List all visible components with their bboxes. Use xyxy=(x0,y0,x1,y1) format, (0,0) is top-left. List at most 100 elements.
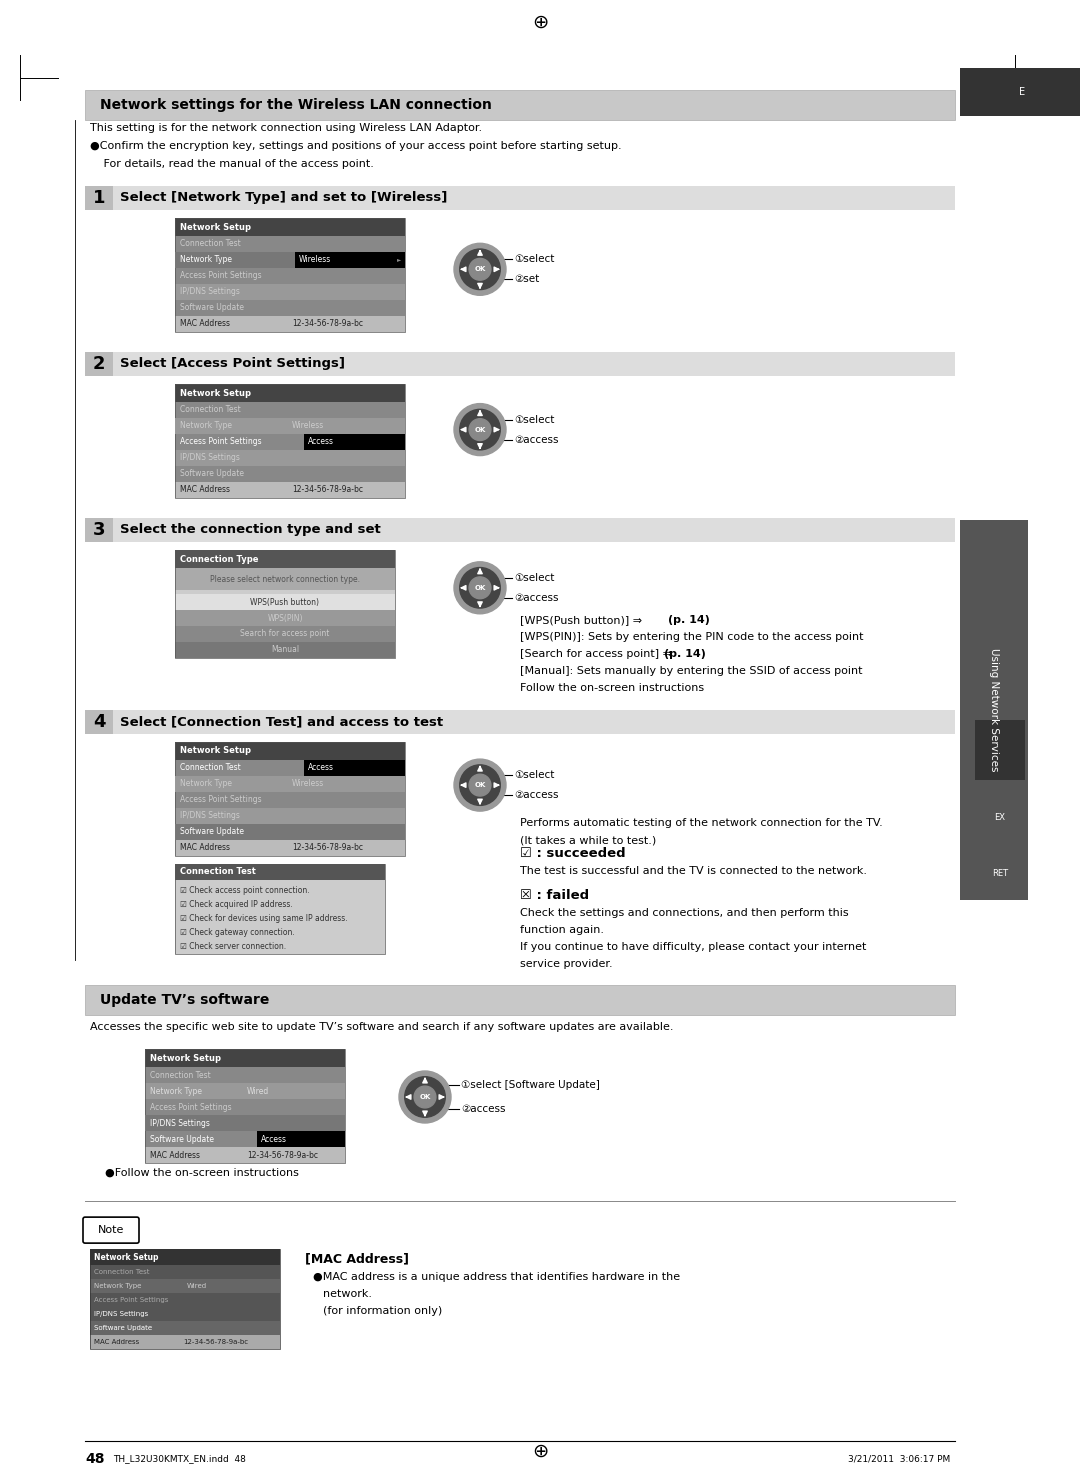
Bar xyxy=(175,864,384,954)
Text: IP/DNS Settings: IP/DNS Settings xyxy=(94,1310,148,1318)
Text: Manual: Manual xyxy=(271,645,299,655)
Circle shape xyxy=(454,759,507,810)
Text: Network Type: Network Type xyxy=(150,1087,202,1096)
Bar xyxy=(145,1131,345,1148)
Text: ●Confirm the encryption key, settings and positions of your access point before : ●Confirm the encryption key, settings an… xyxy=(90,141,622,151)
Text: 12-34-56-78-9a-bc: 12-34-56-78-9a-bc xyxy=(292,485,363,494)
Text: 12-34-56-78-9a-bc: 12-34-56-78-9a-bc xyxy=(247,1151,318,1160)
Text: OK: OK xyxy=(474,266,486,272)
Text: Network Setup: Network Setup xyxy=(150,1053,221,1062)
Text: MAC Address: MAC Address xyxy=(180,485,230,494)
Text: The test is successful and the TV is connected to the network.: The test is successful and the TV is con… xyxy=(519,867,867,876)
Bar xyxy=(90,1321,280,1336)
Text: ●Follow the on-screen instructions: ●Follow the on-screen instructions xyxy=(105,1168,299,1179)
Text: IP/DNS Settings: IP/DNS Settings xyxy=(150,1118,210,1127)
Bar xyxy=(175,776,405,791)
Bar xyxy=(145,1115,345,1131)
Text: Access Point Settings: Access Point Settings xyxy=(180,796,261,805)
Text: Connection Test: Connection Test xyxy=(180,405,241,414)
Text: Connection Test: Connection Test xyxy=(94,1269,149,1275)
Text: (for information only): (for information only) xyxy=(323,1306,442,1316)
Bar xyxy=(175,385,405,402)
Bar xyxy=(175,419,405,433)
Bar xyxy=(975,720,1025,779)
Bar xyxy=(175,824,405,840)
Bar xyxy=(175,284,405,300)
Bar xyxy=(175,482,405,498)
Text: OK: OK xyxy=(474,584,486,590)
Bar xyxy=(175,791,405,808)
Text: Network Type: Network Type xyxy=(180,256,232,265)
Text: ☑ : succeeded: ☑ : succeeded xyxy=(519,846,625,859)
Text: ①select: ①select xyxy=(514,414,554,424)
Bar xyxy=(175,840,405,856)
Bar xyxy=(175,550,395,568)
Bar xyxy=(90,1265,280,1279)
Text: Access: Access xyxy=(308,438,334,447)
Text: OK: OK xyxy=(474,426,486,432)
Text: (p. 14): (p. 14) xyxy=(669,615,710,624)
Text: network.: network. xyxy=(323,1290,372,1299)
Text: Network Setup: Network Setup xyxy=(180,747,251,756)
Bar xyxy=(175,626,395,642)
Bar xyxy=(175,595,395,609)
Text: Select [Connection Test] and access to test: Select [Connection Test] and access to t… xyxy=(120,716,443,728)
Text: Wireless: Wireless xyxy=(292,422,324,430)
Text: ☒ : failed: ☒ : failed xyxy=(519,889,589,902)
Text: EX: EX xyxy=(995,812,1005,821)
Bar xyxy=(175,590,395,595)
Text: RET: RET xyxy=(991,870,1008,879)
Bar xyxy=(90,1250,280,1349)
Circle shape xyxy=(469,419,491,441)
Text: Select [Access Point Settings]: Select [Access Point Settings] xyxy=(120,358,345,371)
Text: Network Setup: Network Setup xyxy=(180,389,251,398)
Text: Network Type: Network Type xyxy=(94,1284,141,1290)
Text: Access Point Settings: Access Point Settings xyxy=(180,438,261,447)
Text: Accesses the specific web site to update TV’s software and search if any softwar: Accesses the specific web site to update… xyxy=(90,1022,674,1032)
Circle shape xyxy=(460,568,500,608)
Text: ☑ Check for devices using same IP address.: ☑ Check for devices using same IP addres… xyxy=(180,914,348,923)
Bar xyxy=(303,433,405,450)
Bar xyxy=(175,317,405,331)
Bar xyxy=(175,864,384,880)
Text: ①select: ①select xyxy=(514,572,554,583)
Bar xyxy=(90,1279,280,1293)
Bar xyxy=(175,217,405,237)
Text: IP/DNS Settings: IP/DNS Settings xyxy=(180,287,240,296)
Bar xyxy=(975,855,1025,893)
Text: OK: OK xyxy=(474,782,486,788)
Text: 12-34-56-78-9a-bc: 12-34-56-78-9a-bc xyxy=(292,843,363,852)
Bar xyxy=(85,985,955,1015)
Text: Network Type: Network Type xyxy=(180,779,232,788)
Bar xyxy=(145,1099,345,1115)
Text: MAC Address: MAC Address xyxy=(94,1338,139,1344)
Text: Connection Type: Connection Type xyxy=(180,555,258,563)
Bar xyxy=(175,237,405,251)
Text: OK: OK xyxy=(419,1094,431,1100)
Text: [WPS(PIN)]: Sets by entering the PIN code to the access point: [WPS(PIN)]: Sets by entering the PIN cod… xyxy=(519,632,864,642)
Text: ⊕: ⊕ xyxy=(531,12,549,31)
Text: ②access: ②access xyxy=(514,435,558,445)
Bar xyxy=(175,385,405,498)
Bar xyxy=(145,1049,345,1068)
Text: IP/DNS Settings: IP/DNS Settings xyxy=(150,1118,210,1127)
Bar xyxy=(90,1336,280,1349)
Text: [Manual]: Sets manually by entering the SSID of access point: [Manual]: Sets manually by entering the … xyxy=(519,666,863,676)
Bar xyxy=(960,521,1028,901)
Text: Software Update: Software Update xyxy=(94,1325,152,1331)
Text: Network Type: Network Type xyxy=(180,256,232,265)
Text: ②access: ②access xyxy=(514,593,558,603)
Text: Wired: Wired xyxy=(187,1284,207,1290)
Text: E: E xyxy=(1018,87,1025,98)
Circle shape xyxy=(469,774,491,796)
Text: Select [Network Type] and set to [Wireless]: Select [Network Type] and set to [Wirele… xyxy=(120,191,447,204)
Bar xyxy=(85,186,955,210)
Bar xyxy=(960,68,1080,115)
Text: Network Type: Network Type xyxy=(180,422,232,430)
Bar xyxy=(175,251,405,268)
Text: Performs automatic testing of the network connection for the TV.: Performs automatic testing of the networ… xyxy=(519,818,882,828)
Circle shape xyxy=(469,577,491,599)
Text: Connection Test: Connection Test xyxy=(180,867,256,876)
Bar xyxy=(175,864,384,954)
Bar xyxy=(175,642,395,658)
